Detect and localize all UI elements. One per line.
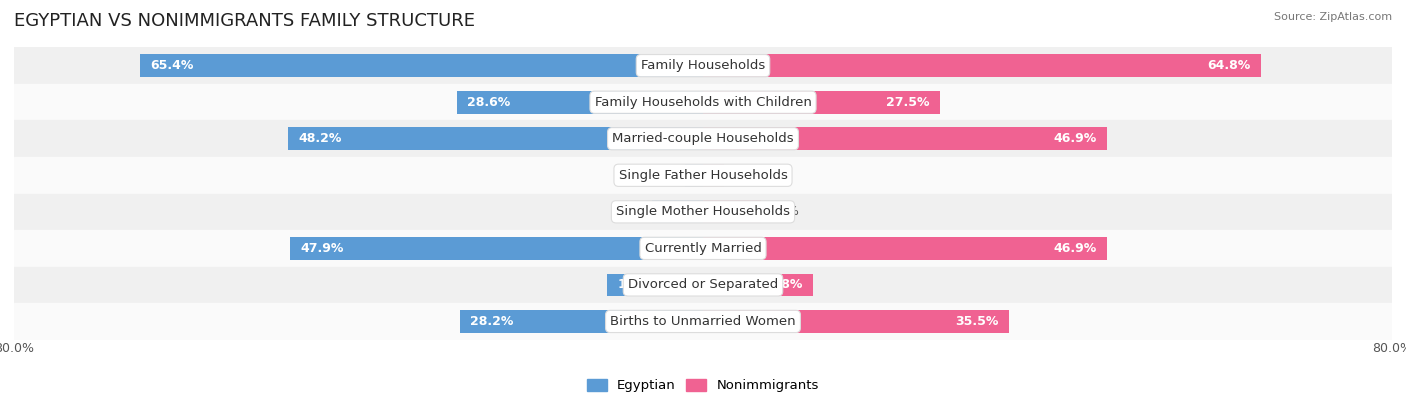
Bar [14, 120, 1392, 157]
Bar [703, 164, 724, 186]
Text: Married-couple Households: Married-couple Households [612, 132, 794, 145]
Text: 47.9%: 47.9% [301, 242, 344, 255]
Text: 6.7%: 6.7% [768, 205, 800, 218]
Text: Family Households with Children: Family Households with Children [595, 96, 811, 109]
Text: 27.5%: 27.5% [886, 96, 929, 109]
Bar [457, 91, 703, 113]
Text: 2.1%: 2.1% [647, 169, 678, 182]
Text: 64.8%: 64.8% [1208, 59, 1251, 72]
Bar [703, 55, 1261, 77]
Text: 5.9%: 5.9% [613, 205, 645, 218]
Text: Currently Married: Currently Married [644, 242, 762, 255]
Bar [703, 237, 1107, 260]
Text: 28.2%: 28.2% [471, 315, 513, 328]
Legend: Egyptian, Nonimmigrants: Egyptian, Nonimmigrants [582, 373, 824, 395]
Text: 28.6%: 28.6% [467, 96, 510, 109]
Text: EGYPTIAN VS NONIMMIGRANTS FAMILY STRUCTURE: EGYPTIAN VS NONIMMIGRANTS FAMILY STRUCTU… [14, 12, 475, 30]
Text: 12.8%: 12.8% [759, 278, 803, 292]
Bar [14, 47, 1392, 84]
Text: 65.4%: 65.4% [150, 59, 194, 72]
Text: Source: ZipAtlas.com: Source: ZipAtlas.com [1274, 12, 1392, 22]
Bar [685, 164, 703, 186]
Bar [703, 310, 1008, 333]
Bar [139, 55, 703, 77]
Bar [14, 194, 1392, 230]
Bar [703, 201, 761, 223]
Bar [460, 310, 703, 333]
Text: Divorced or Separated: Divorced or Separated [628, 278, 778, 292]
Bar [14, 157, 1392, 194]
Text: 48.2%: 48.2% [298, 132, 342, 145]
Text: Single Mother Households: Single Mother Households [616, 205, 790, 218]
Text: Family Households: Family Households [641, 59, 765, 72]
Bar [652, 201, 703, 223]
Text: 2.4%: 2.4% [731, 169, 762, 182]
Bar [703, 128, 1107, 150]
Bar [14, 230, 1392, 267]
Bar [607, 274, 703, 296]
Bar [288, 128, 703, 150]
Text: 11.1%: 11.1% [617, 278, 661, 292]
Text: 46.9%: 46.9% [1053, 242, 1097, 255]
Bar [14, 84, 1392, 120]
Text: Births to Unmarried Women: Births to Unmarried Women [610, 315, 796, 328]
Text: 35.5%: 35.5% [955, 315, 998, 328]
Bar [703, 91, 939, 113]
Bar [14, 303, 1392, 340]
Bar [14, 267, 1392, 303]
Bar [703, 274, 813, 296]
Bar [291, 237, 703, 260]
Text: 46.9%: 46.9% [1053, 132, 1097, 145]
Text: Single Father Households: Single Father Households [619, 169, 787, 182]
